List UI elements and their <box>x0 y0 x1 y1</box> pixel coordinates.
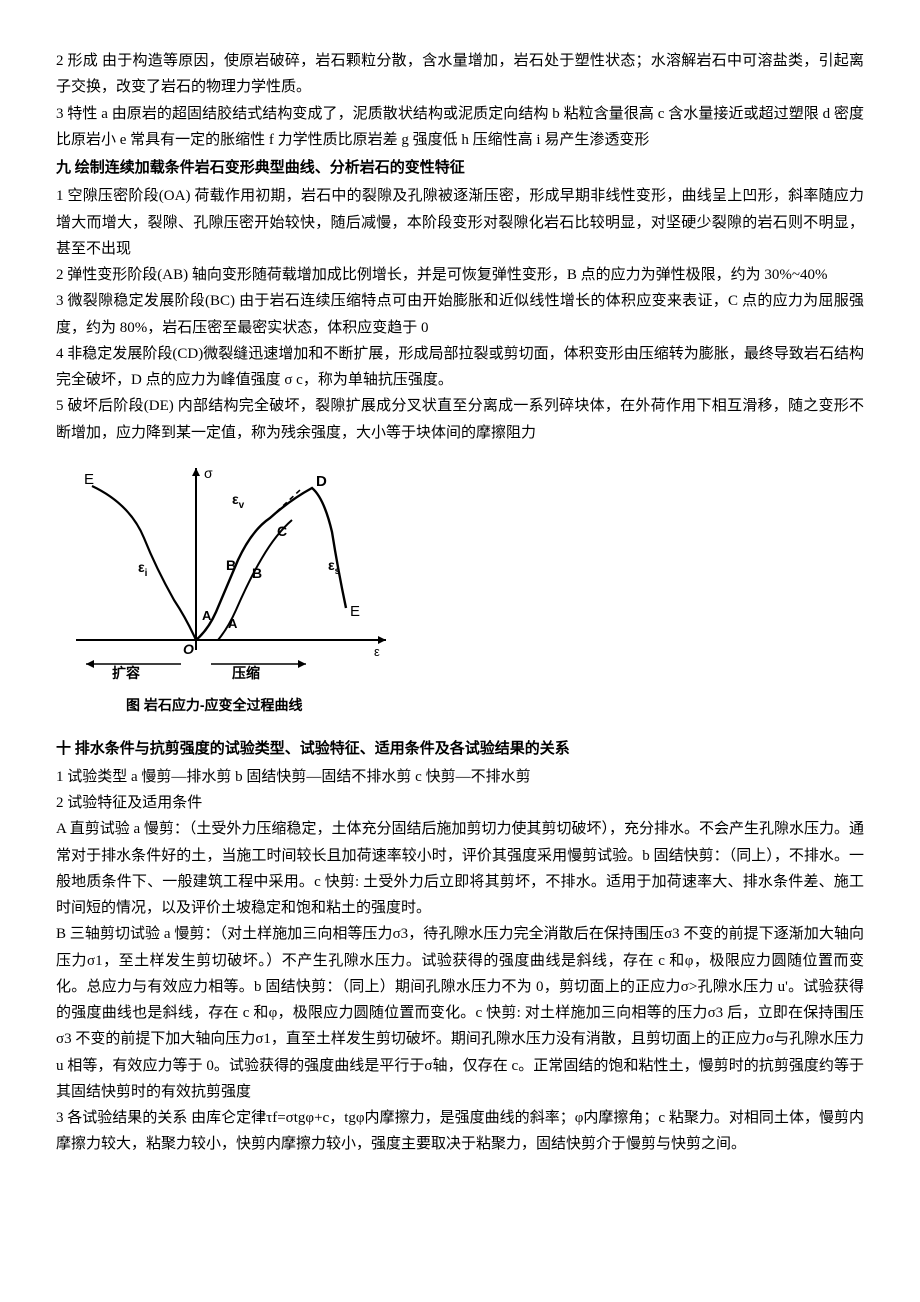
label-eps-s: εs <box>328 557 341 577</box>
label-e-right: E <box>350 603 360 620</box>
label-e-left: E <box>84 471 94 488</box>
paragraph-stage-bc: 3 微裂隙稳定发展阶段(BC) 由于岩石连续压缩特点可由开始膨胀和近似线性增长的… <box>56 288 864 341</box>
paragraph-stage-cd: 4 非稳定发展阶段(CD)微裂缝迅速增加和不断扩展，形成局部拉裂或剪切面，体积变… <box>56 341 864 394</box>
stress-strain-svg: σ ε E E D C B B A A O εi εv εs 扩容 压缩 <box>56 460 396 680</box>
stress-strain-figure: σ ε E E D C B B A A O εi εv εs 扩容 压缩 图 岩… <box>56 460 864 718</box>
arrow-compress-head <box>298 660 306 668</box>
label-epsilon: ε <box>374 644 380 659</box>
paragraph-test-features-heading: 2 试验特征及适用条件 <box>56 790 864 816</box>
curve-axial <box>196 488 346 640</box>
label-eps-v: εv <box>232 491 245 511</box>
paragraph-direct-shear: A 直剪试验 a 慢剪：（土受外力压缩稳定，土体充分固结后施加剪切力使其剪切破坏… <box>56 816 864 921</box>
paragraph-results-relation: 3 各试验结果的关系 由库仑定律τf=σtgφ+c，tgφ内摩擦力，是强度曲线的… <box>56 1105 864 1158</box>
label-a-outer: A <box>202 608 212 623</box>
figure-caption: 图 岩石应力-应变全过程曲线 <box>126 693 864 718</box>
heading-ten: 十 排水条件与抗剪强度的试验类型、试验特征、适用条件及各试验结果的关系 <box>56 736 864 762</box>
paragraph-triaxial-shear: B 三轴剪切试验 a 慢剪：（对土样施加三向相等压力σ3，待孔隙水压力完全消散后… <box>56 921 864 1105</box>
label-o: O <box>183 641 194 657</box>
y-axis-arrow <box>192 468 200 476</box>
label-b-inner: B <box>252 565 262 581</box>
paragraph-test-types: 1 试验类型 a 慢剪—排水剪 b 固结快剪—固结不排水剪 c 快剪—不排水剪 <box>56 764 864 790</box>
paragraph-stage-ab: 2 弹性变形阶段(AB) 轴向变形随荷载增加成比例增长，并是可恢复弹性变形，B … <box>56 262 864 288</box>
paragraph-formation: 2 形成 由于构造等原因，使原岩破碎，岩石颗粒分散，含水量增加，岩石处于塑性状态… <box>56 48 864 101</box>
paragraph-stage-oa: 1 空隙压密阶段(OA) 荷载作用初期，岩石中的裂隙及孔隙被逐渐压密，形成早期非… <box>56 183 864 262</box>
label-b-outer: B <box>226 557 236 573</box>
label-c: C <box>277 523 287 539</box>
arrow-expand-head <box>86 660 94 668</box>
x-axis-arrow <box>378 636 386 644</box>
label-sigma: σ <box>204 465 213 481</box>
heading-nine: 九 绘制连续加载条件岩石变形典型曲线、分析岩石的变性特征 <box>56 155 864 181</box>
label-d: D <box>316 473 327 490</box>
label-eps-i: εi <box>138 559 148 579</box>
label-compress: 压缩 <box>232 665 260 680</box>
paragraph-properties: 3 特性 a 由原岩的超固结胶结式结构变成了，泥质散状结构或泥质定向结构 b 粘… <box>56 101 864 154</box>
label-a-inner: A <box>228 616 238 631</box>
paragraph-stage-de: 5 破坏后阶段(DE) 内部结构完全破坏，裂隙扩展成分叉状直至分离成一系列碎块体… <box>56 393 864 446</box>
label-expand: 扩容 <box>112 665 140 680</box>
